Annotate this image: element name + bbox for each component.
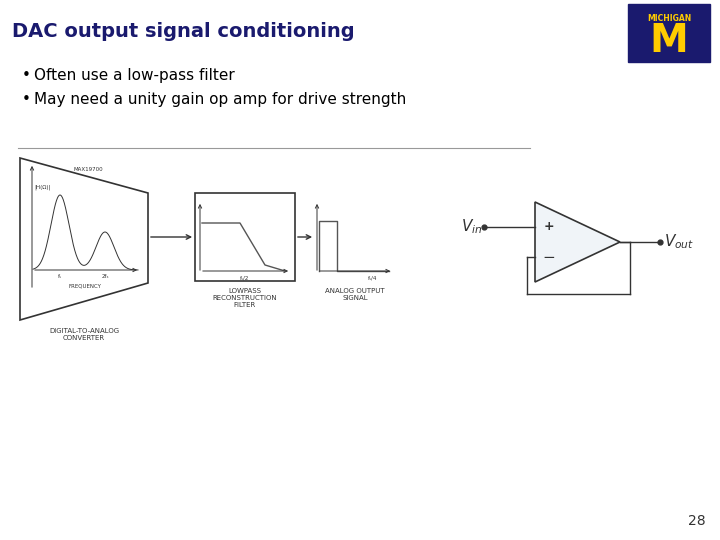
Text: $V_{out}$: $V_{out}$: [664, 233, 694, 251]
Text: FREQUENCY: FREQUENCY: [68, 284, 102, 289]
Text: Often use a low-pass filter: Often use a low-pass filter: [34, 68, 235, 83]
Text: fₛ/2: fₛ/2: [240, 275, 250, 280]
Text: M: M: [649, 22, 688, 60]
Text: fₛ: fₛ: [58, 274, 62, 279]
Bar: [628, 4, 710, 62]
Text: •: •: [22, 68, 31, 83]
Text: −: −: [543, 249, 555, 265]
Polygon shape: [535, 202, 620, 282]
Text: fₛ/4: fₛ/4: [369, 275, 378, 280]
Text: DAC output signal conditioning: DAC output signal conditioning: [12, 22, 355, 41]
Text: May need a unity gain op amp for drive strength: May need a unity gain op amp for drive s…: [34, 92, 406, 107]
Text: LOWPASS
RECONSTRUCTION
FILTER: LOWPASS RECONSTRUCTION FILTER: [212, 288, 277, 308]
Text: +: +: [544, 220, 554, 233]
Text: ANALOG OUTPUT
SIGNAL: ANALOG OUTPUT SIGNAL: [325, 288, 384, 301]
Text: •: •: [22, 92, 31, 107]
Text: $V_{in}$: $V_{in}$: [461, 218, 482, 237]
Text: |H(Ω)|: |H(Ω)|: [34, 185, 50, 191]
Text: 28: 28: [688, 514, 706, 528]
Text: MICHIGAN: MICHIGAN: [647, 14, 691, 23]
Text: MAX19700: MAX19700: [73, 167, 103, 172]
Text: 2fₛ: 2fₛ: [102, 274, 109, 279]
Text: DIGITAL-TO-ANALOG
CONVERTER: DIGITAL-TO-ANALOG CONVERTER: [49, 328, 119, 341]
Bar: [195, 193, 295, 281]
